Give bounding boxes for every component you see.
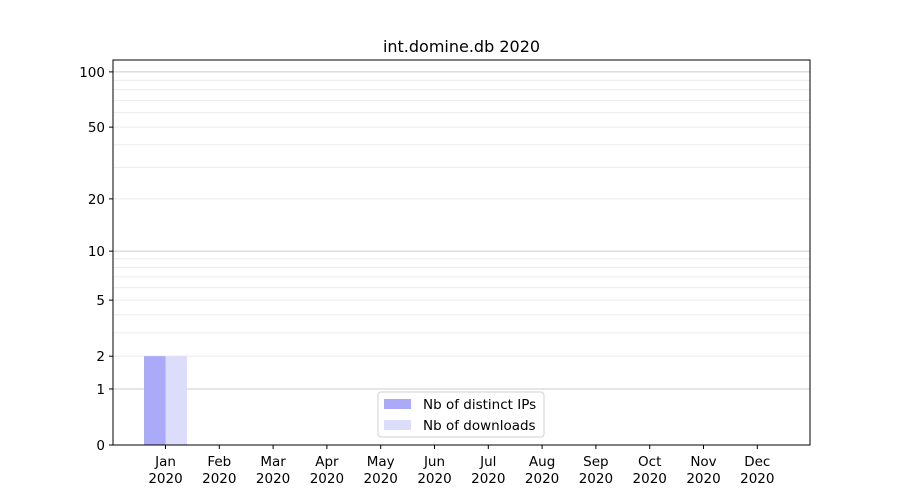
x-tick-label: Jul 2020 — [471, 454, 505, 487]
legend: Nb of distinct IPs Nb of downloads — [377, 391, 545, 438]
y-tick-label: 50 — [88, 120, 105, 136]
y-tick-label: 5 — [96, 293, 105, 309]
x-tick-label: Nov 2020 — [686, 454, 720, 487]
y-tick-label: 2 — [96, 349, 105, 365]
legend-label: Nb of distinct IPs — [423, 397, 536, 413]
x-tick-label: Dec 2020 — [740, 454, 774, 487]
x-tick-label: Aug 2020 — [525, 454, 559, 487]
chart-title: int.domine.db 2020 — [383, 37, 540, 56]
y-tick-label: 1 — [96, 382, 105, 398]
legend-swatch — [384, 399, 411, 409]
x-tick-label: Jan 2020 — [148, 454, 182, 487]
bar-distinct-ips — [144, 356, 166, 445]
y-tick-label: 0 — [96, 438, 105, 454]
legend-label: Nb of downloads — [423, 418, 536, 434]
x-tick-label: Jun 2020 — [417, 454, 451, 487]
x-tick-label: Mar 2020 — [256, 454, 290, 487]
y-tick-label: 10 — [88, 244, 105, 260]
y-tick-label: 100 — [79, 65, 105, 81]
legend-swatch — [384, 420, 411, 430]
x-tick-label: Oct 2020 — [633, 454, 667, 487]
legend-box — [377, 391, 545, 438]
x-tick-label: Feb 2020 — [202, 454, 236, 487]
x-tick-label: Apr 2020 — [310, 454, 344, 487]
x-tick-label: May 2020 — [364, 454, 398, 487]
plot-frame — [112, 59, 811, 446]
bar-downloads — [165, 356, 187, 445]
y-tick-label: 20 — [88, 192, 105, 208]
x-tick-label: Sep 2020 — [579, 454, 613, 487]
